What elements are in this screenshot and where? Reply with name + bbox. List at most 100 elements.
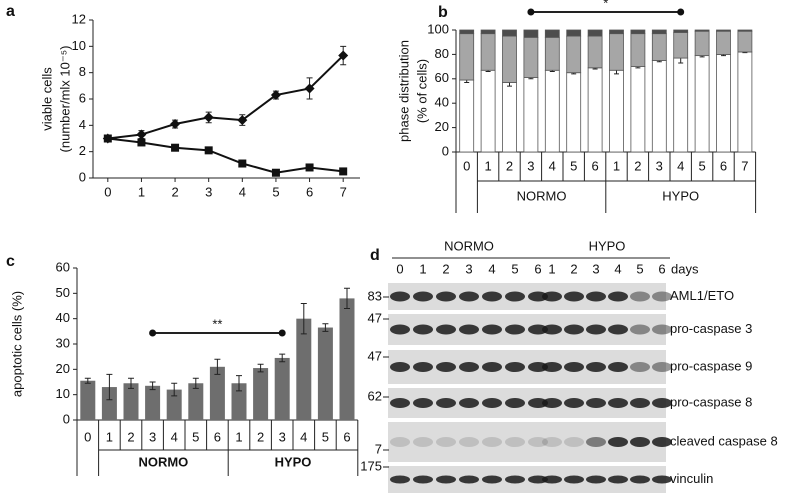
x-tick-label: 4 [677, 158, 684, 173]
bar [274, 357, 290, 420]
x-tick-label: 3 [279, 429, 286, 444]
band [390, 475, 410, 484]
x-tick-label: 5 [192, 429, 199, 444]
bracket-end [278, 329, 286, 337]
band [505, 324, 525, 335]
line [107, 54, 344, 140]
bar-segment [737, 29, 753, 32]
marker [171, 143, 180, 152]
band [528, 398, 548, 408]
band [505, 291, 525, 302]
error-bar [106, 373, 113, 401]
error-bar [149, 381, 156, 391]
x-tick-label: 6 [591, 158, 598, 173]
x-tick-label: 7 [741, 158, 748, 173]
band [459, 362, 479, 372]
band [586, 291, 606, 302]
bar-segment [502, 35, 517, 83]
bar-segment [459, 33, 475, 81]
panel-label: b [438, 4, 448, 21]
x-tick-label: 6 [306, 184, 313, 199]
band [528, 437, 548, 447]
band [630, 324, 650, 335]
band [608, 324, 628, 335]
band [564, 291, 584, 302]
band [505, 437, 525, 447]
y-tick-label: 80 [435, 46, 449, 61]
bar-segment [480, 33, 496, 71]
bar-segment [480, 29, 496, 35]
error-bar [171, 382, 178, 397]
x-tick-label: 4 [300, 429, 307, 444]
band [652, 324, 672, 335]
band [436, 475, 456, 484]
y-axis-label: (number/mlx 10⁻⁵) [57, 46, 72, 153]
band [459, 291, 479, 302]
bar-segment [651, 29, 667, 35]
group-label: NORMO [138, 454, 188, 469]
band [482, 291, 502, 302]
group-label: NORMO [517, 188, 567, 203]
error-bar [214, 358, 221, 375]
band [652, 362, 672, 372]
error-bar [279, 353, 286, 363]
band [528, 475, 548, 484]
band [564, 475, 584, 484]
molecular-weight: 47 [368, 310, 382, 325]
marker [137, 138, 146, 147]
error-bar [128, 377, 134, 389]
y-tick-label: 10 [56, 386, 70, 401]
x-tick-label: 2 [171, 184, 178, 199]
bar-segment [502, 29, 517, 37]
group-label: HYPO [275, 454, 312, 469]
x-tick-label: 1 [484, 158, 491, 173]
bar-segment [737, 51, 753, 153]
band [459, 437, 479, 447]
band [542, 437, 562, 447]
band [505, 362, 525, 372]
band [586, 362, 606, 372]
y-tick-label: 0 [63, 411, 70, 426]
bar-segment [737, 30, 753, 53]
band [630, 362, 650, 372]
band [459, 324, 479, 335]
bar-segment [694, 30, 710, 57]
band [586, 475, 606, 484]
x-tick-label: 0 [463, 158, 470, 173]
bar-segment [566, 72, 582, 153]
y-tick-label: 8 [79, 64, 86, 79]
bracket-end [677, 8, 685, 16]
x-tick-label: 3 [149, 429, 156, 444]
marker [338, 50, 349, 61]
y-tick-label: 20 [435, 119, 449, 134]
molecular-weight: 7 [375, 441, 382, 456]
lane-label: 4 [614, 261, 621, 276]
band [528, 324, 548, 335]
y-tick-label: 10 [72, 38, 86, 53]
band [436, 362, 456, 372]
bar-segment [716, 30, 731, 55]
bar-segment [609, 69, 624, 153]
band [608, 362, 628, 372]
x-tick-label: 1 [613, 158, 620, 173]
bar-segment [673, 57, 689, 153]
band [413, 437, 433, 447]
band [652, 475, 672, 484]
molecular-weight: 83 [368, 288, 382, 303]
y-tick-label: 40 [435, 95, 449, 110]
band [413, 291, 433, 302]
band [390, 291, 410, 302]
x-tick-label: 6 [720, 158, 727, 173]
marker [170, 119, 181, 130]
bar-segment [609, 29, 624, 35]
band [413, 324, 433, 335]
band [630, 475, 650, 484]
bar-segment [694, 29, 710, 32]
x-tick-label: 5 [570, 158, 577, 173]
x-tick-label: 1 [235, 429, 242, 444]
band [630, 291, 650, 302]
x-tick-label: 0 [84, 429, 91, 444]
bar [296, 318, 312, 420]
bar-segment [459, 79, 475, 153]
band [482, 362, 502, 372]
